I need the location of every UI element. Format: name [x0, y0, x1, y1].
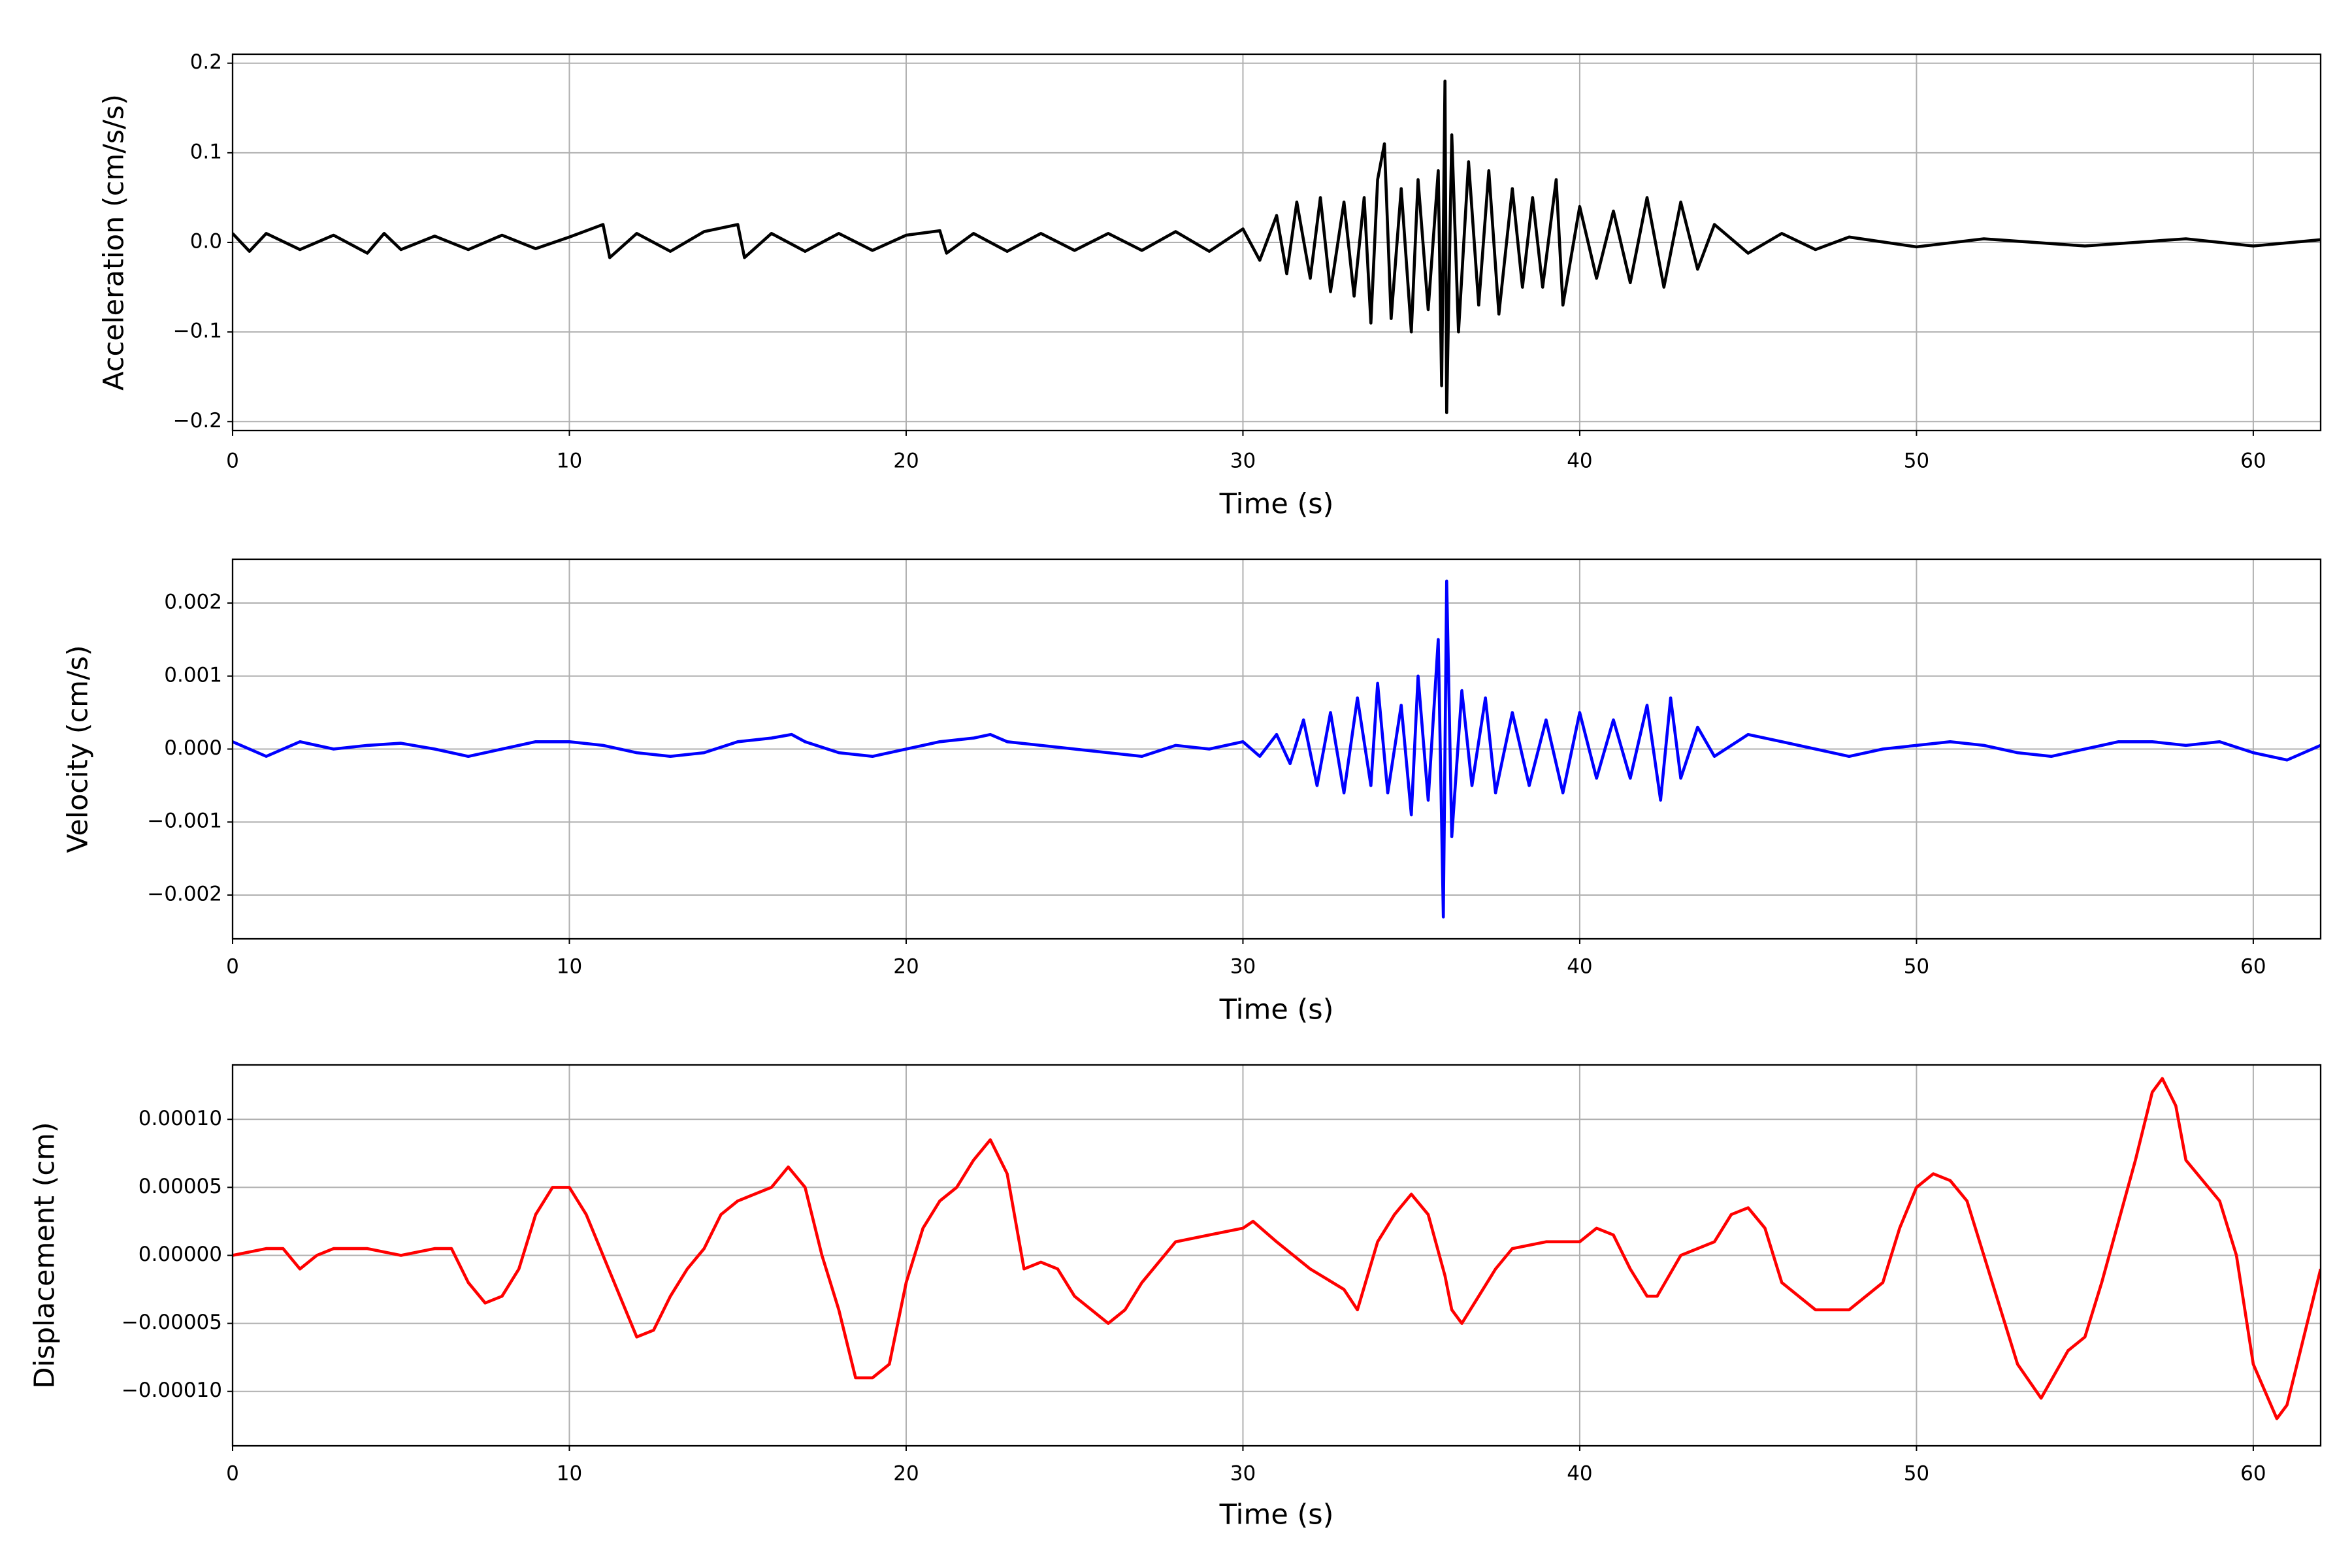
- x-tick-label: 0: [226, 449, 239, 473]
- plot-frame: [231, 53, 2322, 432]
- x-tick-label: 10: [557, 1462, 582, 1486]
- line-group: [233, 580, 2321, 919]
- x-axis-label: Time (s): [1219, 488, 1334, 521]
- x-tick-label: 30: [1230, 1462, 1256, 1486]
- data-line: [233, 79, 2321, 414]
- x-tick-label: 0: [226, 1462, 239, 1486]
- x-axis-label: Time (s): [1219, 1499, 1334, 1531]
- x-tick-label: 60: [2240, 1462, 2266, 1486]
- x-tick-label: 30: [1230, 955, 1256, 979]
- x-tick-label: 30: [1230, 449, 1256, 473]
- x-tick-label: 40: [1567, 955, 1592, 979]
- x-tick-label: 20: [893, 449, 919, 473]
- plot-frame: [231, 1064, 2322, 1447]
- y-tick-label: 0.000: [164, 736, 222, 760]
- x-tick-label: 0: [226, 955, 239, 979]
- x-tick-label: 50: [1904, 449, 1929, 473]
- y-tick-label: −0.1: [173, 319, 222, 343]
- y-tick-label: −0.00010: [122, 1379, 222, 1402]
- data-line: [233, 1077, 2321, 1420]
- x-tick-label: 60: [2240, 955, 2266, 979]
- y-tick-label: 0.1: [190, 140, 222, 163]
- x-tick-label: 10: [557, 955, 582, 979]
- y-tick-label: −0.2: [173, 409, 222, 433]
- y-tick-label: 0.00005: [139, 1175, 222, 1198]
- x-tick-label: 50: [1904, 955, 1929, 979]
- y-axis-label: Acceleration (cm/s/s): [98, 94, 131, 391]
- y-tick-label: −0.001: [147, 809, 222, 833]
- y-axis-label: Displacement (cm): [29, 1122, 61, 1388]
- plot-frame: [231, 558, 2322, 940]
- y-tick-label: −0.00005: [122, 1311, 222, 1334]
- line-group: [233, 1077, 2321, 1420]
- x-tick-label: 40: [1567, 449, 1592, 473]
- x-tick-label: 20: [893, 955, 919, 979]
- x-tick-label: 50: [1904, 1462, 1929, 1486]
- x-axis-label: Time (s): [1219, 994, 1334, 1026]
- y-tick-label: 0.00010: [139, 1107, 222, 1130]
- data-line: [233, 580, 2321, 919]
- x-tick-label: 20: [893, 1462, 919, 1486]
- y-axis-label: Velocity (cm/s): [62, 645, 95, 853]
- line-group: [233, 79, 2321, 414]
- subplot: 0 10 20 30 40 50 60 −0.2 −0.1 0.0 0.1 0.2 Time (s) Ac…: [98, 50, 2322, 521]
- x-tick-label: 10: [557, 449, 582, 473]
- y-tick-label: −0.002: [147, 882, 222, 906]
- y-tick-label: 0.2: [190, 50, 222, 74]
- y-tick-label: 0.002: [164, 591, 222, 614]
- subplot: 0 10 20 30 40 50 60 −0.002 −0.001 0.000 0.001 0.002…: [62, 558, 2322, 1026]
- y-tick-label: 0.001: [164, 663, 222, 687]
- x-tick-label: 40: [1567, 1462, 1592, 1486]
- x-tick-label: 60: [2240, 449, 2266, 473]
- y-tick-label: 0.0: [190, 230, 222, 253]
- y-tick-label: 0.00000: [139, 1243, 222, 1266]
- subplot: 0 10 20 30 40 50 60 −0.00010 −0.00005 0.00000 0.00…: [29, 1064, 2322, 1531]
